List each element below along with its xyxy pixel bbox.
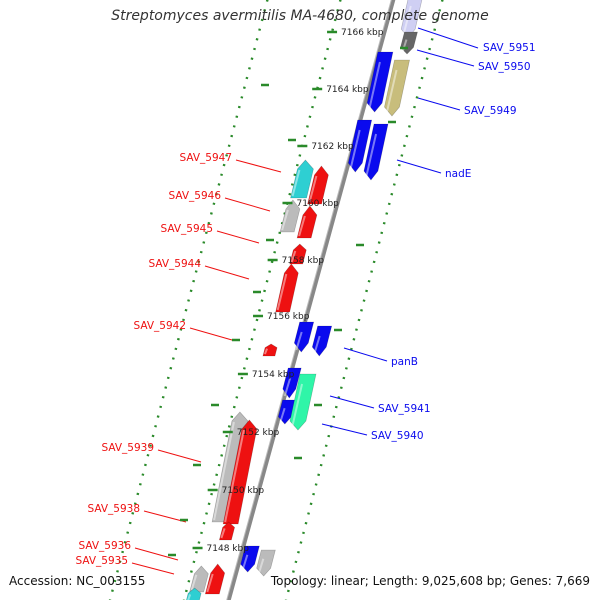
label-leader [235, 159, 282, 173]
scale-tick-label: 7164 kbp [326, 85, 369, 95]
gene-sav5944 [275, 263, 299, 313]
gene-sav5941b [278, 399, 297, 425]
gene-label-nade[interactable]: nadE [445, 168, 471, 180]
gene-label-sav_5951[interactable]: SAV_5951 [483, 42, 536, 54]
genome-backbone [226, 0, 396, 600]
scale-tick-label: 7162 kbp [311, 142, 354, 152]
gene-label-sav_5946[interactable]: SAV_5946 [168, 190, 221, 202]
gene-sav5945 [289, 243, 307, 265]
label-leader [416, 49, 475, 67]
gene-label-sav_5938[interactable]: SAV_5938 [87, 503, 140, 515]
gene-label-sav_5936[interactable]: SAV_5936 [78, 540, 131, 552]
gene-label-sav_5935[interactable]: SAV_5935 [75, 555, 128, 567]
gene-label-panb[interactable]: panB [391, 356, 418, 368]
gene-labels: SAV_5951 SAV_5950 SAV_5949 nadE panB SAV_5941… [75, 42, 535, 567]
gene-sav5940 [289, 373, 317, 431]
label-leader [204, 265, 250, 280]
gene-label-sav_5949[interactable]: SAV_5949 [464, 105, 517, 117]
gene-sav5946a [279, 199, 301, 233]
scale-tick-label: 7148 kbp [207, 544, 250, 554]
gene-nade-a [347, 119, 373, 173]
label-leader [189, 327, 233, 341]
label-leader [157, 449, 202, 463]
genome-backbone-highlight [226, 0, 392, 600]
gene-label-sav_5947[interactable]: SAV_5947 [179, 152, 232, 164]
gene-label-sav_5939[interactable]: SAV_5939 [101, 442, 154, 454]
genome-backbone-line [226, 0, 396, 600]
genome-summary-text: Topology: linear; Length: 9,025,608 bp; … [270, 574, 590, 588]
gene-sav5936a [189, 565, 209, 593]
scale-tick-label: 7160 kbp [296, 199, 339, 209]
gene-nade-b [363, 123, 389, 181]
label-leader [216, 230, 260, 244]
gene-sav5939b [222, 419, 258, 525]
gene-sav5942 [262, 343, 278, 357]
gene-label-sav_5941[interactable]: SAV_5941 [378, 403, 431, 415]
page-title: Streptomyces avermitilis MA-4680, comple… [111, 8, 489, 24]
label-leader [343, 347, 388, 362]
gene-label-sav_5950[interactable]: SAV_5950 [478, 61, 531, 73]
gene-sav5949a [366, 51, 394, 113]
gene-sav5937b [256, 549, 276, 577]
label-leader [417, 97, 461, 111]
gene-sav5937a [240, 545, 260, 573]
label-leader [134, 547, 179, 561]
gene-sav5936b [204, 563, 226, 595]
gene-sav5947a [290, 159, 314, 199]
gene-label-sav_5945[interactable]: SAV_5945 [160, 223, 213, 235]
gene-sav5947b [307, 165, 329, 205]
scale-tick-label: 7156 kbp [267, 312, 310, 322]
scale-tick-label: 7154 kbp [252, 370, 295, 380]
label-leader [224, 197, 271, 212]
gene-panb-a [293, 321, 315, 353]
scale-tick-label: 7158 kbp [282, 256, 325, 266]
gene-sav5941a [282, 367, 302, 399]
label-leader [396, 159, 442, 174]
label-leader [131, 562, 175, 575]
label-leaders [131, 27, 479, 575]
scale-ticks: 7166 kbp 7164 kbp 7162 kbp 7160 kbp 7158 kbp… [168, 28, 408, 557]
label-leader [417, 27, 479, 49]
label-leader [321, 423, 368, 436]
scale-tick-label: 7166 kbp [341, 28, 384, 38]
accession-text: Accession: NC_003155 [9, 574, 146, 588]
gene-features [186, 0, 423, 600]
gene-sav5949b [384, 59, 410, 117]
scale-tick-label: 7150 kbp [222, 486, 265, 496]
gene-sav5938 [218, 521, 235, 541]
label-leader [143, 510, 187, 523]
gene-panb-b [311, 325, 333, 357]
scale-tick-label: 7152 kbp [237, 428, 280, 438]
label-leader [329, 395, 375, 409]
gene-label-sav_5942[interactable]: SAV_5942 [133, 320, 186, 332]
gene-sav5946b [296, 205, 318, 239]
gene-label-sav_5944[interactable]: SAV_5944 [148, 258, 201, 270]
gene-label-sav_5940[interactable]: SAV_5940 [371, 430, 424, 442]
